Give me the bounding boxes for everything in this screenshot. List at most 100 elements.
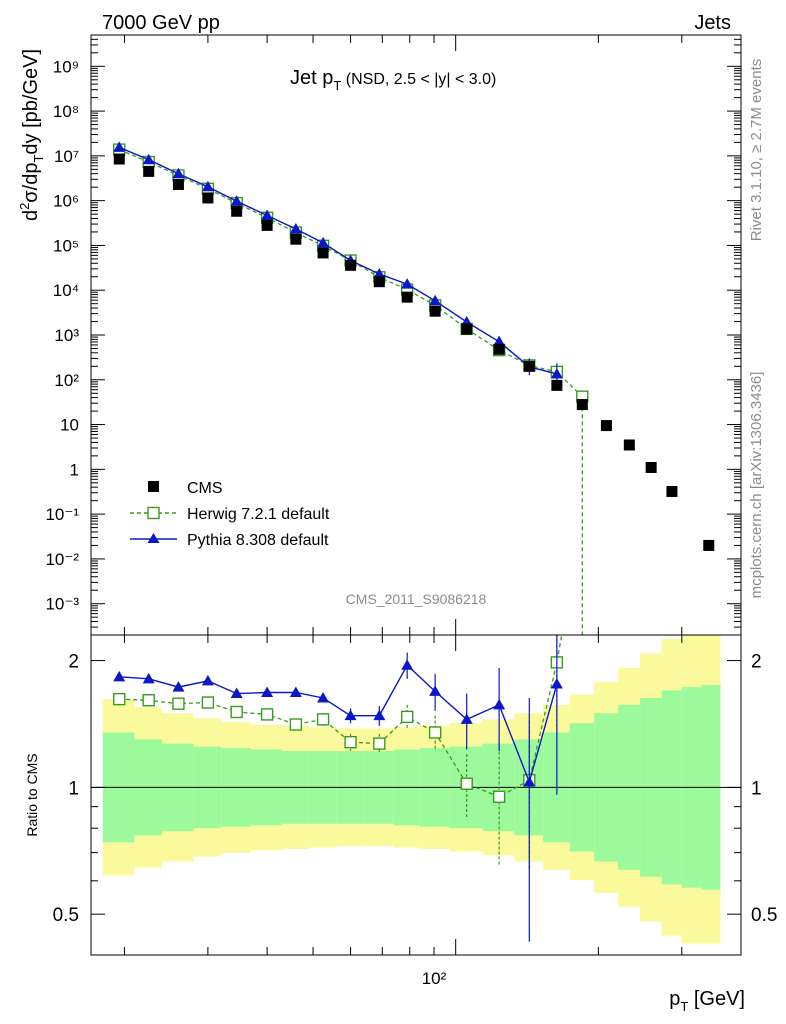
cms-point — [143, 165, 155, 177]
pythia-point — [317, 236, 330, 248]
pythia-ratio-point — [493, 698, 506, 710]
plot-title: Jet pT (NSD, 2.5 < |y| < 3.0) — [290, 67, 496, 93]
y-tick-label: 10⁴ — [53, 281, 79, 300]
herwig-ratio-point — [260, 708, 274, 721]
cms-point — [113, 153, 125, 165]
cms-point — [231, 205, 243, 217]
pythia-point — [289, 222, 302, 234]
main-data-layer — [113, 141, 715, 635]
y-axis-label: d2σ/dpTdy [pb/GeV] — [17, 49, 46, 221]
pythia-point — [113, 141, 126, 152]
herwig-ratio-point — [492, 790, 506, 803]
y-tick-label: 10³ — [54, 326, 79, 345]
x-tick-label-100: 10² — [422, 969, 447, 988]
pythia-point — [493, 335, 506, 347]
cms-point — [523, 360, 535, 372]
y-tick-label: 10⁹ — [53, 57, 79, 76]
cms-point — [703, 539, 715, 551]
cms-point — [493, 343, 505, 355]
pythia-ratio-point — [201, 674, 214, 686]
legend: CMS Herwig 7.2.1 default Pythia 8.308 de… — [130, 480, 330, 549]
pythia-ratio-point — [142, 672, 155, 684]
pythia-point — [172, 167, 185, 179]
herwig-ratio-point — [172, 697, 185, 710]
analysis-watermark: CMS_2011_S9086218 — [346, 591, 487, 607]
pythia-ratio-point — [230, 687, 243, 699]
cms-point — [623, 439, 635, 451]
herwig-ratio-point — [460, 777, 473, 790]
cms-point — [317, 247, 329, 259]
pythia-ratio-point — [172, 681, 185, 692]
pythia-ratio-point — [523, 775, 536, 787]
plot-title-sub: T — [333, 78, 341, 93]
herwig-ratio-line — [119, 635, 563, 798]
ratio-tick-label-left: 2 — [68, 652, 79, 673]
legend-pythia-label: Pythia 8.308 default — [187, 532, 329, 549]
cms-point — [172, 178, 184, 190]
y-tick-label: 10⁻² — [45, 550, 79, 569]
ratio-tick-label-left: 0.5 — [53, 905, 79, 926]
plot-title-main: Jet p — [290, 67, 333, 89]
pythia-ratio-point — [373, 709, 386, 721]
cms-point — [576, 399, 588, 411]
herwig-ratio-point — [400, 710, 414, 724]
x-axis-label: pT [GeV] — [669, 988, 745, 1014]
pythia-ratio-point — [429, 685, 442, 696]
herwig-ratio-point — [344, 736, 357, 749]
y-tick-label: 10⁵ — [53, 236, 79, 255]
legend-cms-marker — [148, 481, 159, 492]
y-tick-label: 10⁻³ — [45, 595, 79, 614]
header-left: 7000 GeV pp — [102, 12, 220, 34]
herwig-ratio-point — [373, 737, 386, 750]
herwig-ratio-point — [289, 718, 303, 731]
cms-point — [401, 291, 413, 303]
ratio-y-axis-label: Ratio to CMS — [24, 753, 40, 836]
herwig-ratio-point — [201, 696, 215, 709]
cms-point — [345, 259, 357, 271]
ratio-frame — [90, 634, 742, 956]
pythia-point — [550, 367, 563, 379]
pythia-point — [230, 195, 243, 206]
mcplots-label: mcplots.cern.ch [arXiv:1306.3436] — [748, 372, 765, 599]
y-tick-label: 10² — [54, 371, 79, 390]
plot-title-rest: (NSD, 2.5 < |y| < 3.0) — [341, 71, 496, 88]
cms-point — [290, 233, 302, 245]
pythia-ratio-point — [317, 691, 330, 703]
ratio-tick-label-right: 0.5 — [751, 905, 777, 926]
herwig-ratio-point — [113, 692, 126, 706]
pythia-ratio-point — [460, 713, 473, 724]
header-right: Jets — [694, 12, 731, 34]
pythia-ratio-line — [119, 664, 558, 785]
main-panel: 10⁹10⁸10⁷10⁶10⁵10⁴10³10²10110⁻¹10⁻²10⁻³ … — [17, 34, 742, 636]
pythia-ratio-point — [401, 659, 414, 670]
cms-point — [429, 305, 441, 317]
herwig-ratio-point — [230, 705, 243, 719]
pythia-ratio-point — [289, 686, 302, 697]
y-tick-label: 10⁻¹ — [45, 505, 79, 524]
cms-point — [202, 192, 214, 204]
herwig-line — [118, 149, 583, 635]
legend-herwig-marker — [147, 506, 160, 520]
legend-cms-label: CMS — [187, 480, 223, 497]
main-ticks: 10⁹ 10⁸ 10⁷ 10⁶ 10⁵ 10⁴ 10³ 10² 10 1 10⁻¹ 10⁻² 10⁻³ — [45, 34, 741, 636]
cms-point — [600, 420, 612, 432]
legend-herwig-label: Herwig 7.2.1 default — [187, 506, 330, 523]
cms-point — [666, 486, 678, 498]
ratio-tick-label-right: 2 — [751, 652, 762, 673]
pythia-ratio-point — [344, 709, 357, 721]
y-tick-label: 10⁶ — [53, 192, 79, 211]
ratio-tick-label-right: 1 — [751, 778, 762, 799]
pythia-ratio-point — [261, 686, 274, 697]
herwig-ratio-point — [142, 694, 155, 707]
herwig-ratio-point — [316, 713, 330, 726]
pythia-point — [429, 294, 442, 306]
pythia-line — [118, 146, 558, 375]
cms-point — [645, 461, 657, 473]
pythia-point — [401, 278, 414, 289]
ratio-ticks: 2 2 1 1 0.5 0.5 — [53, 652, 778, 927]
rivet-label: Rivet 3.1.10, ≥ 2.7M events — [748, 59, 765, 242]
pythia-ratio-point — [113, 670, 126, 682]
cms-point — [461, 323, 473, 335]
ratio-panel: 2 2 1 1 0.5 0.5 Ratio to CMS — [24, 634, 778, 956]
